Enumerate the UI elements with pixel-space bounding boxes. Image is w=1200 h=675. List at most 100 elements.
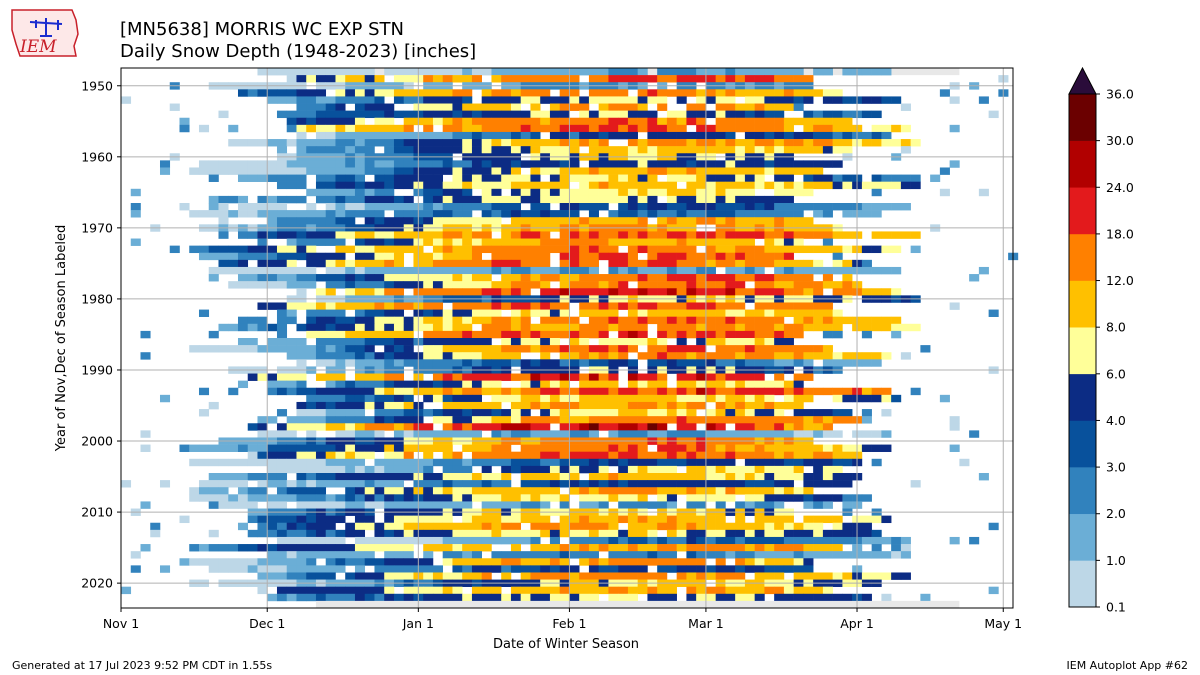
heatmap-cell [744,174,755,182]
heatmap-cell [764,465,775,474]
heatmap-cell [403,139,414,147]
heatmap-cell [676,536,687,545]
heatmap-cell [735,231,746,239]
heatmap-cell [237,89,249,97]
heatmap-cell [725,487,736,495]
heatmap-cell [842,494,853,502]
heatmap-cell [686,110,697,119]
heatmap-cell [286,252,297,261]
heatmap-cell [686,330,697,339]
heatmap-cell [881,409,892,417]
heatmap-cell [491,451,502,460]
heatmap-cell [608,565,619,573]
heatmap-cell [764,238,775,246]
heatmap-cell [286,515,297,524]
heatmap-cell [423,423,434,431]
heatmap-cell [881,593,892,602]
heatmap-cell [354,586,366,595]
heatmap-cell [657,586,668,595]
heatmap-cell [276,487,288,495]
heatmap-cell [871,288,882,296]
heatmap-cell [471,68,482,76]
heatmap-cell [364,188,375,197]
heatmap-cell [686,593,697,602]
heatmap-cell [618,338,629,346]
heatmap-cell [520,131,531,140]
heatmap-cell [530,174,541,182]
heatmap-cell [286,124,297,133]
heatmap-cell [501,103,512,111]
heatmap-cell [803,416,814,424]
heatmap-cell [510,501,521,509]
heatmap-cell [276,387,288,396]
heatmap-cell [657,394,668,403]
heatmap-cell [481,281,492,289]
heatmap-cell [315,465,327,474]
heatmap-cell [432,266,444,275]
heatmap-cell [432,593,444,602]
heatmap-cell [783,487,794,495]
heatmap-cell [579,309,590,317]
heatmap-cell [598,89,609,97]
heatmap-cell [647,551,658,559]
heatmap-cell [774,110,785,119]
heatmap-cell [813,572,824,580]
heatmap-cell [813,352,824,360]
heatmap-cell [491,217,502,225]
heatmap-cell [296,544,307,552]
heatmap-cell [793,380,804,389]
heatmap-cell [705,146,716,154]
heatmap-cell [325,501,336,509]
heatmap-cell [618,316,629,325]
heatmap-cell [813,409,824,417]
heatmap-cell [793,203,804,211]
heatmap-cell [540,465,551,474]
heatmap-cell [832,473,843,481]
heatmap-cell [510,593,521,602]
heatmap-cell [881,245,892,254]
heatmap-cell [559,309,570,317]
heatmap-cell [462,323,473,332]
heatmap-cell [130,238,141,246]
heatmap-cell [520,245,531,254]
heatmap-cell [481,522,492,531]
heatmap-cell [618,174,629,182]
heatmap-cell [335,139,346,147]
heatmap-cell [813,68,824,76]
heatmap-cell [325,465,336,474]
heatmap-cell [442,352,453,360]
heatmap-cell [335,231,346,239]
heatmap-cell [432,316,444,325]
heatmap-cell [598,338,609,346]
heatmap-cell [306,423,317,431]
heatmap-cell [725,259,736,268]
heatmap-cell [442,188,453,197]
heatmap-cell [540,288,551,296]
heatmap-cell [286,89,297,97]
heatmap-cell [637,444,648,452]
heatmap-cell [744,316,755,325]
heatmap-cell [520,423,531,431]
heatmap-cell [559,181,570,190]
heatmap-cell [822,117,833,126]
heatmap-cell [676,401,687,410]
heatmap-cell [588,75,599,83]
heatmap-cell [189,444,200,452]
heatmap-cell [159,394,171,403]
heatmap-cell [608,529,619,538]
heatmap-cell [637,188,648,197]
heatmap-cell [637,515,648,524]
heatmap-cell [481,103,492,111]
heatmap-cell [783,387,794,396]
heatmap-cell [345,444,356,452]
heatmap-cell [315,416,327,424]
y-tick-label: 2020 [81,576,113,591]
heatmap-cell [871,544,882,552]
heatmap-cell [657,89,668,97]
heatmap-cell [462,302,473,310]
heatmap-cell [315,323,327,332]
heatmap-cell [345,558,356,566]
heatmap-cell [569,174,580,182]
heatmap-cell [530,558,541,566]
heatmap-cell [803,139,814,147]
